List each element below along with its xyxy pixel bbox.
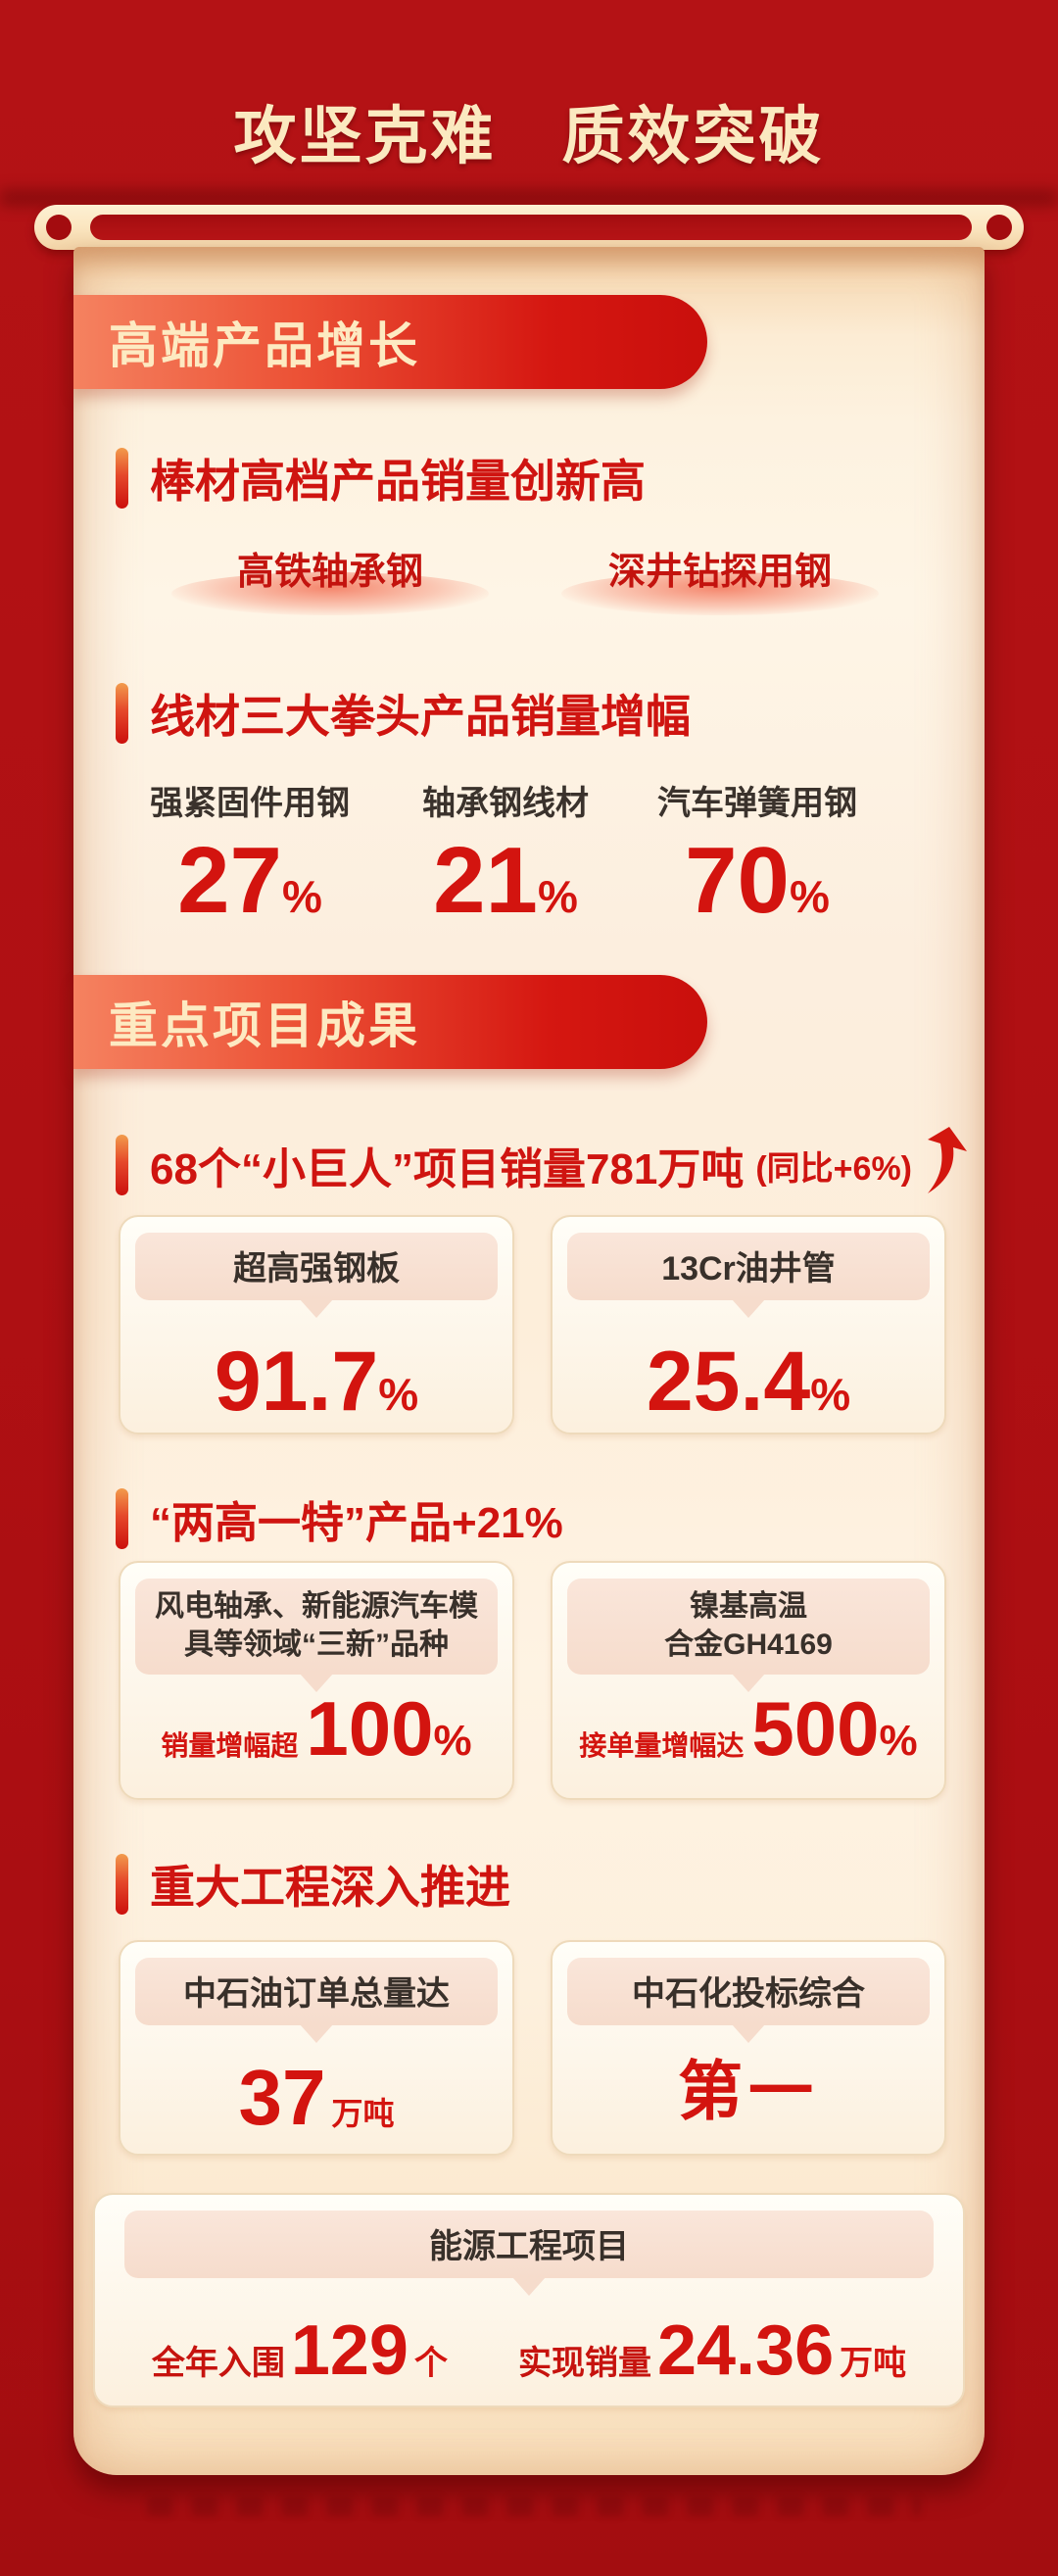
scroll-rod (34, 205, 1024, 250)
heading-major-engineering: 重大工程深入推进 (116, 1852, 510, 1917)
stat-value: 27% (177, 828, 322, 933)
card-value: 销量增幅超 100% (161, 1685, 472, 1772)
growth-arrow-icon (928, 1127, 967, 1193)
result-card-sinopec-bid: 中石化投标综合 第一 (551, 1940, 946, 2156)
heading-little-giant: 68个“小巨人”项目销量781万吨 (同比+6%) (116, 1127, 967, 1203)
card-header-pill: 中石化投标综合 (567, 1958, 930, 2025)
watermark-smudge (147, 2497, 921, 2516)
heading-marker (116, 1488, 128, 1549)
product-pill-deep-well-steel: 深井钻探用钢 (553, 541, 887, 629)
product-pill-rail-bearing-steel: 高铁轴承钢 (164, 541, 497, 629)
stat-label: 强紧固件用钢 (150, 785, 350, 822)
heading-text: 棒材高档产品销量创新高 (150, 456, 646, 507)
card-value: 91.7% (214, 1335, 419, 1429)
section-ribbon-highend: 高端产品增长 (73, 295, 707, 389)
heading-marker (116, 1854, 128, 1915)
heading-text: “两高一特”产品+21% (150, 1499, 563, 1547)
card-header-pill: 能源工程项目 (124, 2211, 934, 2278)
energy-stats-row: 全年入围 129 个 实现销量 24.36 万吨 (95, 2315, 963, 2386)
stat-column-fastener-steel: 强紧固件用钢 27% (103, 776, 397, 928)
section-ribbon-label: 重点项目成果 (109, 998, 420, 1053)
card-value: 37 万吨 (238, 2054, 395, 2141)
section-ribbon-projects: 重点项目成果 (73, 975, 707, 1069)
result-card-cnpc-orders: 中石油订单总量达 37 万吨 (119, 1940, 514, 2156)
page-title: 攻坚克难 质效突破 (233, 101, 825, 171)
pill-shadow-ellipse (171, 572, 489, 615)
heading-text: 线材三大拳头产品销量增幅 (150, 691, 691, 742)
result-card-three-new-varieties: 风电轴承、新能源汽车模 具等领域“三新”品种 销量增幅超 100% (119, 1561, 514, 1800)
pill-shadow-ellipse (561, 572, 879, 615)
heading-two-high-one-special: “两高一特”产品+21% (116, 1487, 563, 1550)
heading-marker (116, 683, 128, 744)
card-header-line2: 具等领域“三新”品种 (184, 1628, 449, 1661)
energy-stat-sales: 实现销量 24.36 万吨 (517, 2311, 907, 2390)
heading-wire-products: 线材三大拳头产品销量增幅 (116, 681, 691, 746)
card-header-pill: 超高强钢板 (135, 1233, 498, 1300)
heading-text: 重大工程深入推进 (150, 1862, 510, 1913)
heading-marker (116, 1135, 128, 1195)
stat-value: 21% (433, 828, 578, 933)
result-card-13cr-pipe: 13Cr油井管 25.4% (551, 1215, 946, 1434)
result-card-energy-projects: 能源工程项目 全年入围 129 个 实现销量 24.36 万吨 (93, 2193, 965, 2407)
heading-text: 68个“小巨人”项目销量781万吨 (150, 1145, 745, 1193)
card-header-line1: 镍基高温 (690, 1590, 807, 1623)
section-ribbon-label: 高端产品增长 (109, 318, 420, 373)
heading-marker (116, 448, 128, 509)
scroll-rod-stripe (90, 215, 972, 240)
card-header-line2: 合金GH4169 (664, 1628, 833, 1661)
energy-stat-shortlisted: 全年入围 129 个 (151, 2311, 448, 2390)
card-header-pill: 中石油订单总量达 (135, 1958, 498, 2025)
card-header-pill: 镍基高温 合金GH4169 (567, 1579, 930, 1675)
stat-label: 轴承钢线材 (422, 785, 589, 822)
card-value: 接单量增幅达 500% (579, 1685, 918, 1772)
result-card-ultra-high-strength: 超高强钢板 91.7% (119, 1215, 514, 1434)
scroll-rod-end-right (986, 215, 1012, 240)
result-card-gh4169-alloy: 镍基高温 合金GH4169 接单量增幅达 500% (551, 1561, 946, 1800)
scroll-rod-end-left (46, 215, 72, 240)
scroll-rod-shadow (0, 189, 1058, 207)
card-value: 第一 (678, 2055, 819, 2127)
card-header-pill: 风电轴承、新能源汽车模 具等领域“三新”品种 (135, 1579, 498, 1675)
pill-label: 深井钻探用钢 (607, 552, 832, 593)
heading-bar-products: 棒材高档产品销量创新高 (116, 446, 646, 510)
heading-note: (同比+6%) (755, 1149, 912, 1188)
card-header-line1: 风电轴承、新能源汽车模 (155, 1590, 478, 1623)
stat-label: 汽车弹簧用钢 (657, 785, 857, 822)
stat-value: 70% (685, 828, 830, 933)
card-value: 25.4% (646, 1335, 851, 1429)
content-panel: 高端产品增长 棒材高档产品销量创新高 高铁轴承钢 深井钻探用钢 线材三大拳头产品… (73, 247, 985, 2475)
pill-label: 高铁轴承钢 (236, 552, 423, 593)
stat-column-bearing-wire: 轴承钢线材 21% (359, 776, 652, 928)
card-header-pill: 13Cr油井管 (567, 1233, 930, 1300)
stat-column-spring-steel: 汽车弹簧用钢 70% (610, 776, 904, 928)
